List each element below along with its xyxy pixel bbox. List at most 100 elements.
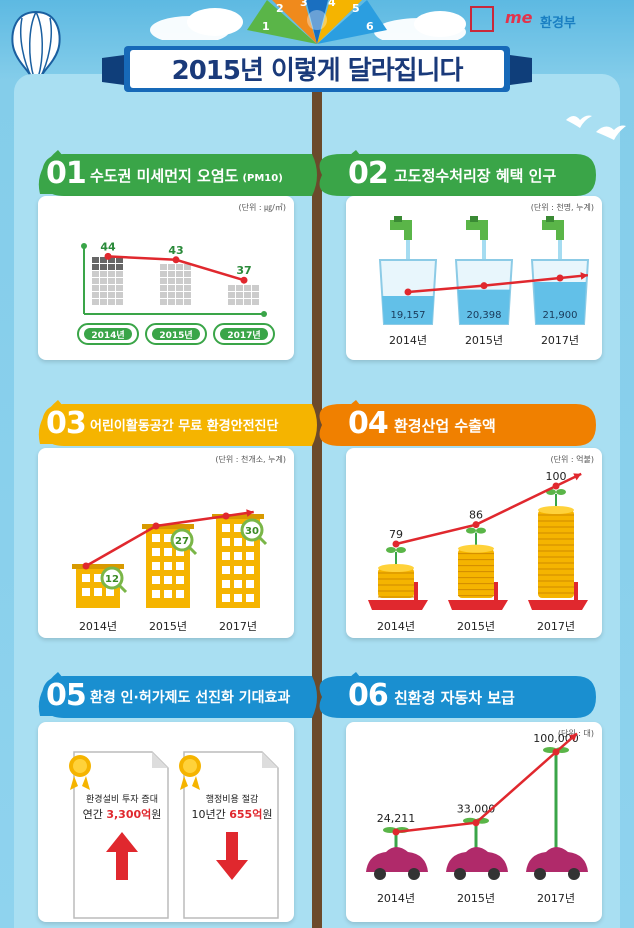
series-point-2 <box>552 482 560 490</box>
series-point-1 <box>480 282 488 290</box>
ship-icon <box>448 600 508 610</box>
pm-block <box>160 299 167 305</box>
section-01-title: 수도권 미세먼지 오염도 (PM10) <box>90 167 283 185</box>
data-label-1: 33,000 <box>457 803 496 816</box>
pinwheel-icon: 1 2 3 4 5 6 <box>247 0 387 44</box>
pm-block <box>184 278 191 284</box>
sky-decoration <box>150 8 466 40</box>
series-point-2 <box>552 748 560 756</box>
pm-block <box>160 292 167 298</box>
magnifier-icon <box>240 518 264 542</box>
pm-block <box>252 292 259 298</box>
pm-block <box>116 285 123 291</box>
pm-block <box>116 271 123 277</box>
card-caption-0: 환경설비 투자 증대 <box>86 793 158 805</box>
pm-block <box>160 271 167 277</box>
pm-block <box>168 285 175 291</box>
pm-block <box>100 285 107 291</box>
pm-block <box>244 292 251 298</box>
pm-block <box>160 278 167 284</box>
pm-block <box>100 292 107 298</box>
section-06-header <box>319 672 596 718</box>
pm-block <box>176 292 183 298</box>
series-point-1 <box>472 819 480 827</box>
pm-block <box>184 299 191 305</box>
pinwheel-number-1: 1 <box>262 20 270 33</box>
category-label-2: 2017년 <box>537 620 575 633</box>
seal-icon <box>470 6 494 32</box>
data-label-0: 24,211 <box>377 812 416 825</box>
series-line <box>85 510 254 568</box>
section-04-unit: (단위 : 억불) <box>550 455 594 464</box>
pinwheel-number-6: 6 <box>366 20 374 33</box>
series-arrowhead <box>573 473 582 481</box>
pm-block <box>236 299 243 305</box>
pm-block <box>100 278 107 284</box>
series-point-2 <box>556 274 564 282</box>
pm-block <box>108 278 115 284</box>
brand-logo: me <box>505 8 533 27</box>
page-title: 2015년 이렇게 달라집니다 <box>171 56 464 86</box>
section-05-title: 환경 인·허가제도 선진화 기대효과 <box>90 690 291 706</box>
series-line <box>407 273 588 294</box>
section-03-header <box>38 400 317 446</box>
arrow-down-icon <box>216 832 248 880</box>
series-point-0 <box>404 288 412 296</box>
data-label-0: 12 <box>105 574 119 585</box>
pm-block <box>168 292 175 298</box>
series-point-0 <box>392 540 400 548</box>
pm-block <box>228 299 235 305</box>
pm-block <box>108 285 115 291</box>
category-label-0: 2014년 <box>91 329 124 341</box>
section-03-chart: 12 2014년 27 2015년 30 2017년 <box>72 509 268 633</box>
pm-block <box>184 285 191 291</box>
section-03-number: 03 <box>46 406 87 441</box>
pm-block <box>168 264 175 270</box>
pm-block <box>184 264 191 270</box>
car-icon <box>366 847 428 872</box>
pm-block <box>108 299 115 305</box>
pm-block <box>252 299 259 305</box>
section-01-panel: (단위 : ㎍/㎥) 44 2014년 43 2015년 37 2017년 <box>38 196 294 360</box>
section-02-unit: (단위 : 천명, 누계) <box>530 203 594 212</box>
title-ribbon <box>102 46 532 92</box>
category-label-1: 2015년 <box>149 620 187 633</box>
section-03-panel: (단위 : 천개소, 누계) 12 2014년 27 2015년 30 2017년 <box>38 448 294 638</box>
pm-block <box>100 299 107 305</box>
section-02-header <box>319 150 596 196</box>
pm-block <box>168 271 175 277</box>
pm-block <box>116 292 123 298</box>
category-label-0: 2014년 <box>377 892 415 905</box>
category-label-0: 2014년 <box>377 620 415 633</box>
pm-block <box>116 264 123 270</box>
pm-block <box>160 285 167 291</box>
category-label-1: 2015년 <box>457 620 495 633</box>
pm-block <box>100 264 107 270</box>
series-arrowhead <box>569 733 577 741</box>
series-point-2 <box>240 276 248 284</box>
magnifier-icon <box>100 566 124 590</box>
pm-block <box>116 299 123 305</box>
section-05-panel: 환경설비 투자 증대 연간 3,300억원 행정비용 절감 10년간 655억원 <box>38 722 294 922</box>
series-line <box>395 472 582 546</box>
pm-block <box>236 285 243 291</box>
card-value-1: 10년간 655억원 <box>192 808 273 821</box>
pm-block <box>228 292 235 298</box>
pm-block <box>160 264 167 270</box>
pm-block <box>184 271 191 277</box>
bird-icons <box>566 115 626 140</box>
coin-stack-icon <box>458 548 494 598</box>
pm-block <box>244 285 251 291</box>
section-03-title: 어린이활동공간 무료 환경안전진단 <box>90 419 279 434</box>
card-value-0: 연간 3,300억원 <box>83 808 162 821</box>
section-02-chart: 19,157 2014년 20,398 2015년 21,900 2017년 <box>378 216 590 347</box>
pm-block <box>100 257 107 263</box>
series-line <box>395 732 578 834</box>
pm-block <box>176 299 183 305</box>
data-label-1: 20,398 <box>467 310 502 321</box>
section-01-number: 01 <box>46 156 87 191</box>
data-label-0: 19,157 <box>391 310 426 321</box>
section-04-header <box>319 400 596 446</box>
pm-block <box>92 285 99 291</box>
